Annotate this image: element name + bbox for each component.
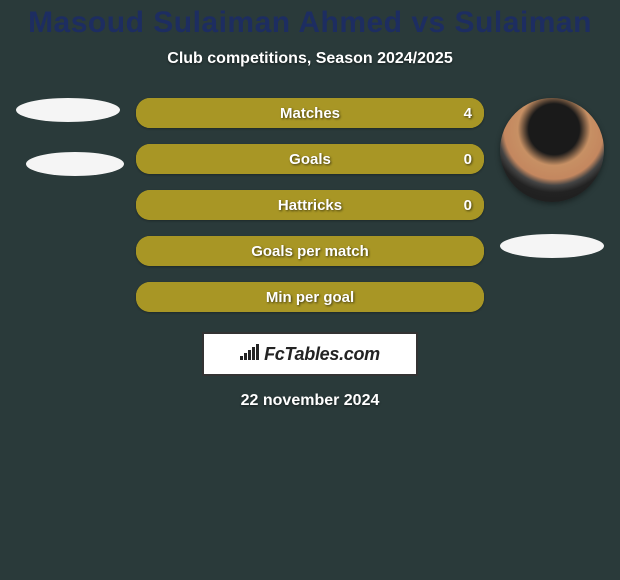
- date-text: 22 november 2024: [241, 392, 380, 409]
- page-title: Masoud Sulaiman Ahmed vs Sulaiman: [0, 6, 620, 40]
- title-text: Masoud Sulaiman Ahmed vs Sulaiman: [28, 6, 592, 39]
- stat-label: Matches: [280, 105, 340, 122]
- stat-label: Hattricks: [278, 197, 342, 214]
- signal-bars-icon: [240, 344, 260, 365]
- comparison-card: Masoud Sulaiman Ahmed vs Sulaiman Club c…: [0, 0, 620, 580]
- stat-bar: Goals per match: [136, 236, 484, 266]
- stat-value-right: 4: [464, 105, 472, 122]
- stat-bars: Matches 4 Goals 0 Hattricks 0 Goals per match M…: [128, 98, 492, 328]
- stat-label: Goals: [289, 151, 331, 168]
- stat-bar: Min per goal: [136, 282, 484, 312]
- player-left-col: [8, 98, 128, 176]
- player-right-col: [492, 98, 612, 258]
- brand-text: FcTables.com: [264, 344, 380, 365]
- stat-value-right: 0: [464, 151, 472, 168]
- player-left-flag-placeholder: [26, 152, 124, 176]
- player-right-flag-placeholder: [500, 234, 604, 258]
- subtitle-text: Club competitions, Season 2024/2025: [167, 50, 452, 67]
- player-right-avatar: [500, 98, 604, 202]
- player-left-avatar-placeholder: [16, 98, 120, 122]
- date-line: 22 november 2024: [0, 392, 620, 410]
- stat-bar: Matches 4: [136, 98, 484, 128]
- stat-value-right: 0: [464, 197, 472, 214]
- stat-bar: Goals 0: [136, 144, 484, 174]
- stat-label: Goals per match: [251, 243, 369, 260]
- stat-bar: Hattricks 0: [136, 190, 484, 220]
- brand-box[interactable]: FcTables.com: [202, 332, 418, 376]
- subtitle: Club competitions, Season 2024/2025: [0, 50, 620, 68]
- stat-label: Min per goal: [266, 289, 354, 306]
- main-row: Matches 4 Goals 0 Hattricks 0 Goals per match M…: [0, 98, 620, 328]
